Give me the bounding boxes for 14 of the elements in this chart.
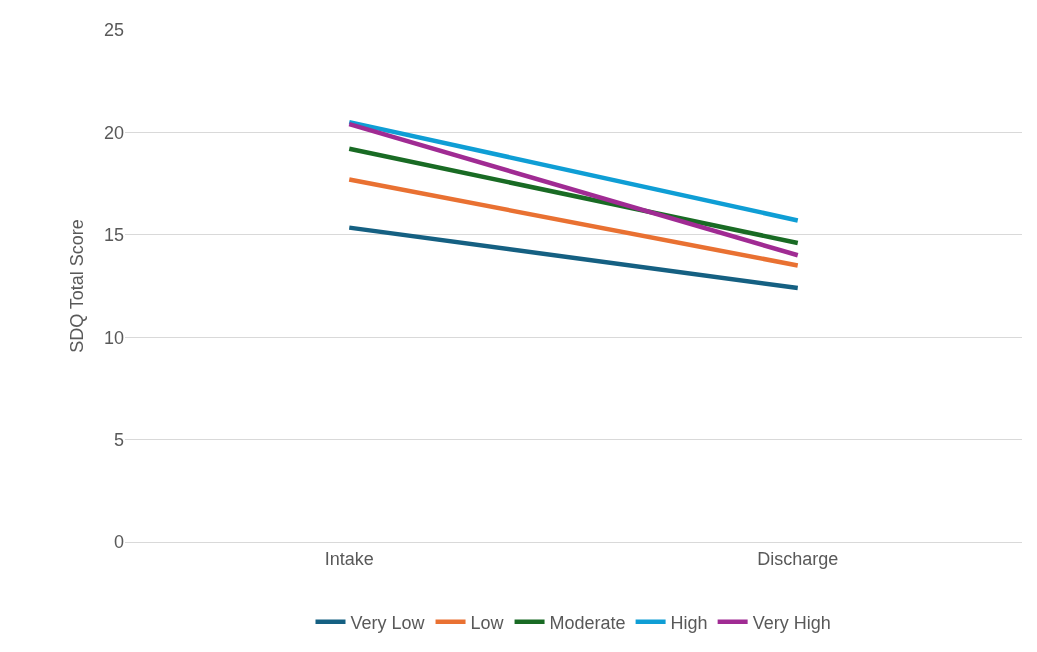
y-tick-label: 20 (103, 122, 124, 143)
y-axis-title: SDQ Total Score (67, 219, 88, 353)
legend-label: Moderate (549, 612, 626, 633)
y-tick-label: 0 (113, 532, 124, 553)
x-tick-label: Discharge (757, 548, 839, 569)
x-tick-label: Intake (324, 548, 374, 569)
legend-label: Very Low (350, 612, 426, 633)
legend-label: Very High (752, 612, 831, 633)
y-tick-label: 10 (103, 327, 124, 348)
legend-label: High (670, 612, 708, 633)
legend-label: Low (470, 612, 505, 633)
y-tick-label: 15 (103, 225, 124, 246)
y-tick-label: 5 (113, 429, 124, 450)
y-tick-label: 25 (103, 20, 124, 41)
